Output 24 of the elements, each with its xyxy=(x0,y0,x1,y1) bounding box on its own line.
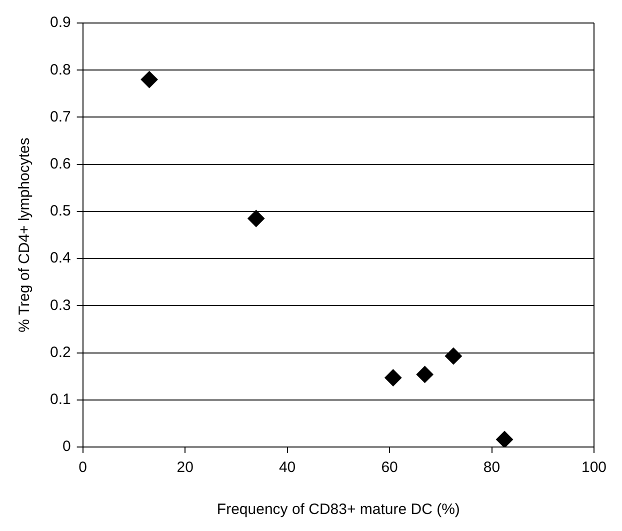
x-tick-label: 20 xyxy=(176,459,194,476)
y-tick-label: 0.3 xyxy=(50,296,71,314)
point xyxy=(140,71,158,88)
point xyxy=(444,348,462,365)
y-tick-label: 0.7 xyxy=(50,108,71,126)
x-tick-label: 100 xyxy=(581,459,607,476)
x-tick-label: 60 xyxy=(381,459,398,476)
point xyxy=(496,430,514,447)
x-axis-title: Frequency of CD83+ mature DC (%) xyxy=(216,501,460,518)
x-tick-label: 0 xyxy=(78,459,88,476)
y-tick-label: 0.6 xyxy=(50,155,71,172)
y-tick-label: 0.9 xyxy=(50,14,71,32)
point xyxy=(248,210,265,228)
point xyxy=(416,366,434,383)
x-tick-label: 40 xyxy=(278,459,296,476)
y-axis-title: % Treg of CD4+ lymphocytes xyxy=(16,138,34,332)
y-tick-label: 0 xyxy=(62,438,71,456)
y-tick-label: 0.5 xyxy=(50,202,71,220)
x-tick-label: 80 xyxy=(483,459,500,476)
y-tick-label: 0.4 xyxy=(50,250,71,267)
y-tick-label: 0.8 xyxy=(50,61,71,78)
y-tick-label: 0.1 xyxy=(50,391,71,408)
point xyxy=(384,369,402,386)
y-tick-label: 0.2 xyxy=(50,344,71,361)
